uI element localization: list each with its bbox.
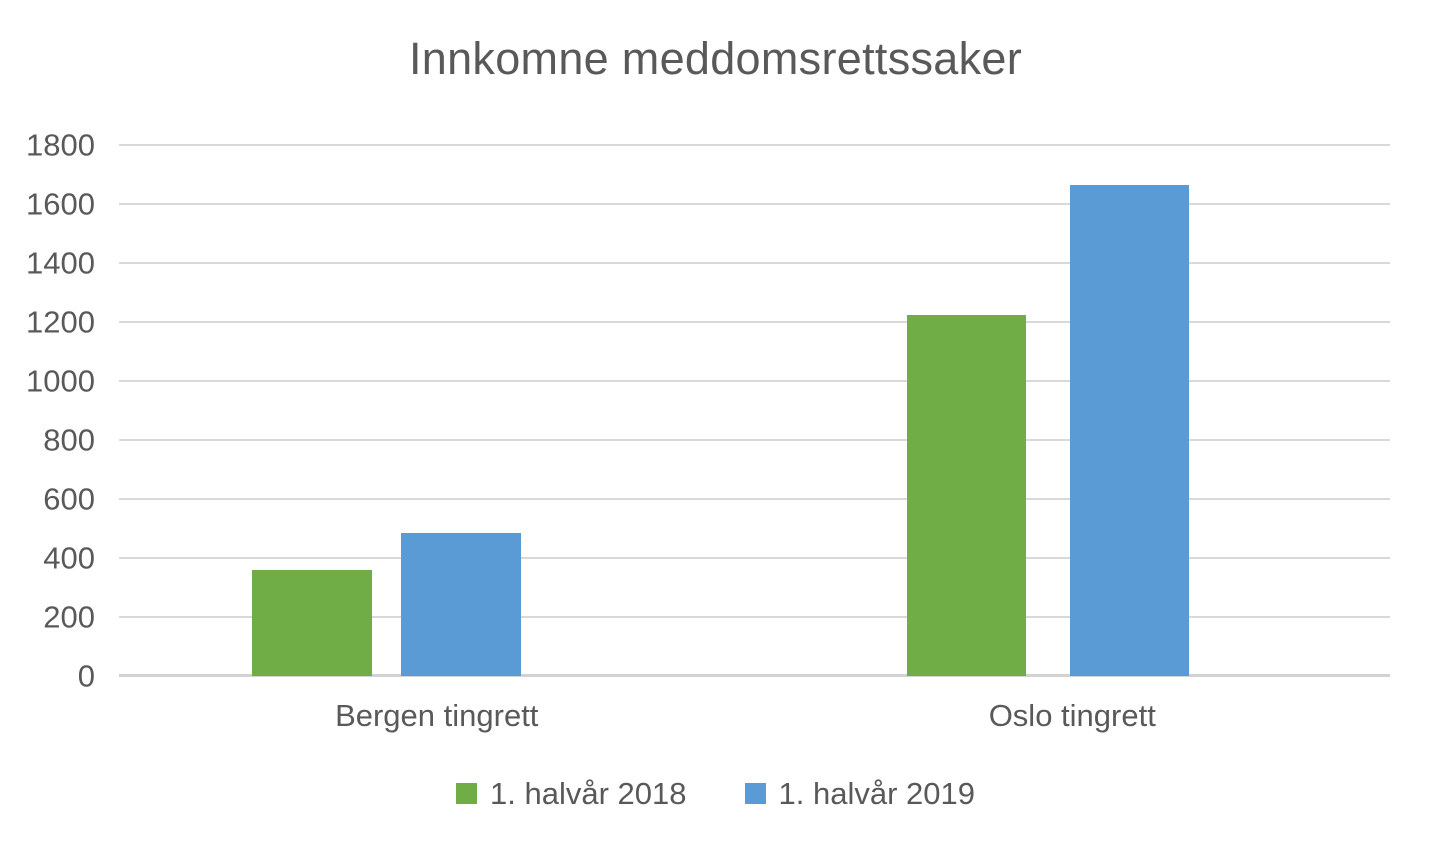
x-category-label-bergen-tingrett: Bergen tingrett — [335, 698, 539, 733]
x-category-label-oslo-tingrett: Oslo tingrett — [988, 698, 1156, 733]
legend-label: 1. halvår 2019 — [778, 776, 975, 811]
bar-bergen-tingrett-1-halv-r-2019 — [401, 532, 521, 676]
y-tick-label-1800: 1800 — [26, 127, 95, 163]
chart-title: Innkomne meddomsrettssaker — [408, 33, 1023, 84]
y-tick-label-800: 800 — [43, 422, 95, 458]
bar-bergen-tingrett-1-halv-r-2018 — [252, 569, 372, 676]
gridline-1400 — [119, 262, 1390, 264]
y-tick-label-600: 600 — [43, 481, 95, 517]
gridline-600 — [119, 498, 1390, 500]
legend-label: 1. halvår 2018 — [490, 776, 687, 811]
gridline-200 — [119, 616, 1390, 618]
x-axis-line — [119, 674, 1390, 677]
x-axis: Bergen tingrett Oslo tingrett — [119, 698, 1390, 740]
bar-oslo-tingrett-1-halv-r-2018 — [907, 314, 1027, 676]
gridline-800 — [119, 439, 1390, 441]
gridline-1600 — [119, 203, 1390, 205]
gridline-400 — [119, 557, 1390, 559]
gridline-1000 — [119, 380, 1390, 382]
legend-item-1-halv-r-2019: 1. halvår 2019 — [744, 776, 975, 811]
y-tick-label-1600: 1600 — [26, 186, 95, 222]
legend-item-1-halv-r-2018: 1. halvår 2018 — [456, 776, 687, 811]
plot-area — [119, 144, 1390, 677]
gridline-1800 — [119, 144, 1390, 146]
legend-swatch-icon — [456, 783, 478, 804]
y-tick-label-400: 400 — [43, 540, 95, 576]
y-tick-label-200: 200 — [43, 599, 95, 635]
y-tick-label-0: 0 — [77, 658, 95, 694]
legend: 1. halvår 2018 1. halvår 2019 — [0, 778, 1431, 809]
gridline-1200 — [119, 321, 1390, 323]
legend-swatch-icon — [744, 783, 766, 804]
bar-oslo-tingrett-1-halv-r-2019 — [1069, 184, 1190, 676]
y-tick-label-1000: 1000 — [26, 363, 95, 399]
y-axis: 0 200 400 600 800 1000 1200 1400 1600 1800 — [0, 130, 95, 692]
y-tick-label-1200: 1200 — [26, 304, 95, 340]
y-tick-label-1400: 1400 — [26, 245, 95, 281]
